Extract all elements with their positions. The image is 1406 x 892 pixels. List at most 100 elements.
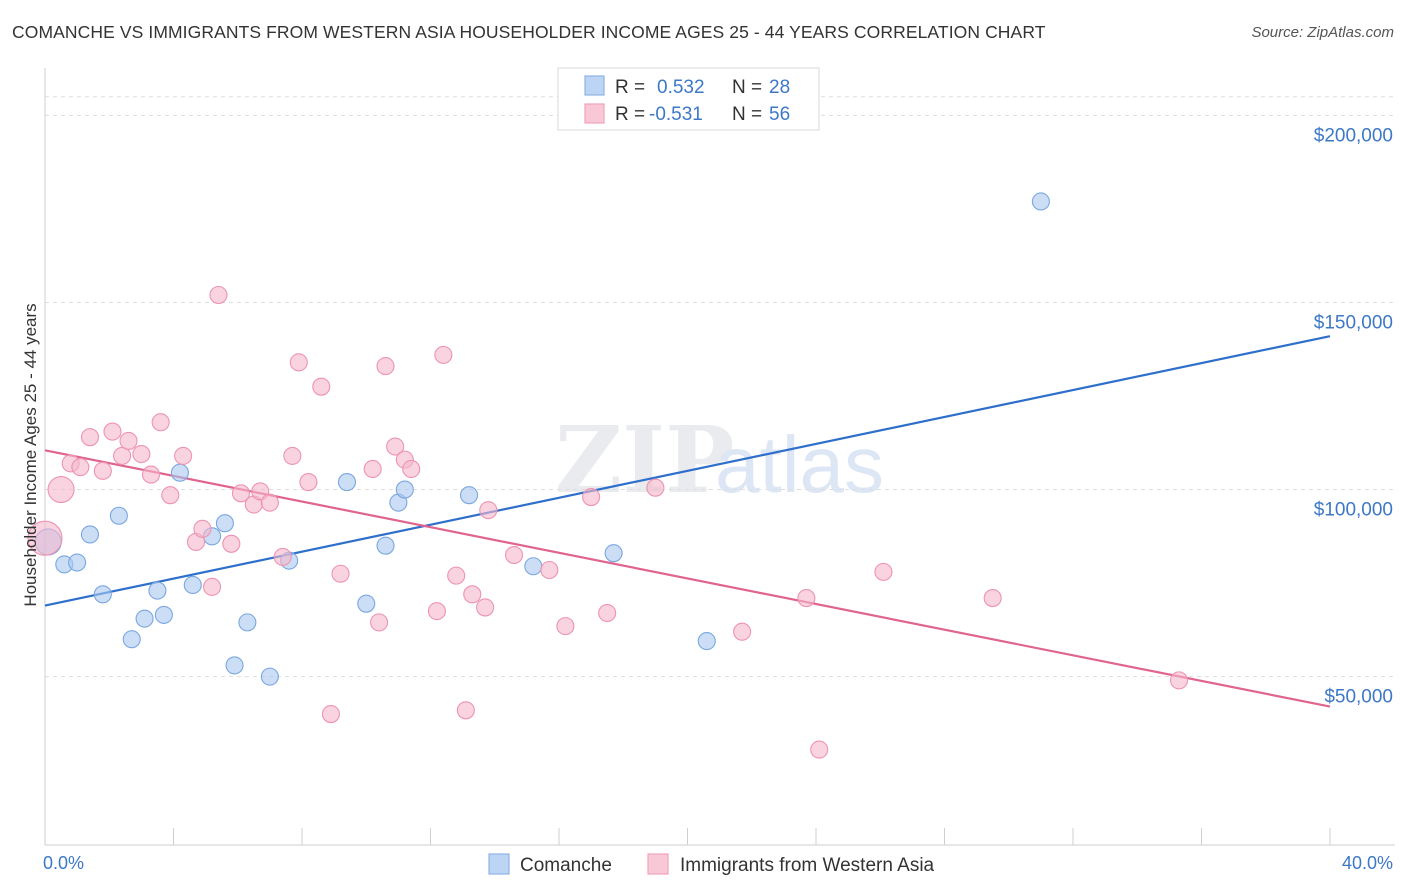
point-western-asia-41 (476, 598, 495, 617)
bottom-legend-swatch-western-asia (647, 853, 669, 875)
point-comanche-8 (148, 581, 167, 600)
point-western-asia-38 (447, 566, 466, 585)
y-tick-label-50000: $50,000 (1324, 687, 1393, 708)
point-western-asia-7 (113, 446, 132, 465)
point-comanche-18 (337, 473, 357, 492)
point-western-asia-17 (209, 285, 228, 305)
point-western-asia-23 (273, 547, 292, 566)
x-tick-label-max: 40.0% (1342, 853, 1393, 873)
point-comanche-11 (183, 575, 202, 595)
point-western-asia-54 (1169, 671, 1189, 690)
point-western-asia-25 (289, 353, 308, 372)
point-western-asia-44 (540, 560, 559, 580)
bottom-legend-label-western-asia: Immigrants from Western Asia (680, 855, 935, 876)
point-western-asia-51 (810, 740, 829, 759)
point-western-asia-48 (646, 478, 665, 497)
point-western-asia-35 (402, 459, 421, 479)
point-western-asia-46 (582, 487, 601, 507)
point-comanche-3 (80, 525, 100, 544)
point-western-asia-11 (151, 413, 170, 432)
point-western-asia-32 (376, 357, 395, 376)
x-tick-label-min: 0.0% (43, 853, 84, 873)
point-western-asia-8 (119, 431, 138, 450)
point-comanche-27 (1031, 192, 1050, 211)
point-comanche-19 (357, 594, 376, 613)
point-western-asia-50 (797, 589, 816, 608)
point-western-asia-26 (299, 473, 318, 492)
watermark-zip: ZIP (555, 406, 734, 514)
point-western-asia-39 (456, 701, 475, 720)
legend-r-label-1: R = (615, 104, 645, 125)
point-western-asia-49 (733, 622, 752, 641)
point-western-asia-4 (80, 428, 100, 447)
point-comanche-22 (395, 480, 414, 499)
point-western-asia-45 (556, 617, 575, 636)
legend-swatch-comanche (584, 75, 605, 96)
bottom-legend-swatch-comanche (488, 853, 510, 875)
point-comanche-7 (135, 609, 154, 628)
point-western-asia-15 (193, 519, 212, 538)
point-comanche-24 (524, 557, 543, 576)
point-comanche-4 (93, 585, 112, 604)
top-legend: R = 0.532 N = 28 R = -0.531 N = 56 (557, 67, 820, 131)
legend-swatch-western-asia (584, 103, 605, 124)
point-western-asia-24 (283, 446, 302, 465)
point-western-asia-33 (386, 437, 405, 456)
legend-n-value-1: 56 (769, 104, 790, 125)
point-comanche-23 (459, 486, 479, 505)
legend-r-value-0: 0.532 (657, 77, 705, 98)
gridlines (45, 96, 1395, 678)
y-tick-label-100000: $100,000 (1314, 500, 1393, 521)
trend-lines (44, 335, 1331, 708)
point-western-asia-10 (141, 465, 161, 484)
point-comanche-25 (604, 544, 623, 563)
legend-n-label-0: N = (732, 77, 762, 98)
legend-r-value-1: -0.531 (649, 104, 703, 125)
point-comanche-10 (170, 463, 189, 482)
point-western-asia-28 (321, 704, 340, 724)
y-tick-label-150000: $150,000 (1314, 312, 1393, 333)
point-western-asia-29 (331, 564, 350, 583)
y-tick-label-200000: $200,000 (1314, 125, 1393, 146)
bottom-legend: Comanche Immigrants from Western Asia (488, 853, 935, 876)
legend-n-label-1: N = (732, 104, 762, 125)
point-western-asia-12 (161, 486, 180, 505)
point-western-asia-52 (874, 562, 893, 581)
axes (44, 68, 1395, 846)
point-western-asia-0 (27, 520, 63, 556)
point-western-asia-47 (598, 603, 617, 623)
point-western-asia-36 (427, 602, 446, 621)
point-comanche-16 (260, 667, 279, 686)
point-western-asia-1 (47, 476, 75, 504)
point-western-asia-13 (174, 446, 193, 465)
point-western-asia-19 (231, 484, 251, 503)
scatter-points (27, 192, 1189, 759)
point-western-asia-27 (312, 377, 331, 396)
point-western-asia-9 (132, 444, 151, 464)
point-comanche-2 (68, 553, 87, 572)
bottom-legend-label-comanche: Comanche (520, 855, 612, 876)
point-comanche-20 (376, 536, 395, 555)
point-western-asia-18 (222, 534, 241, 553)
y-tick-labels: $50,000 $100,000 $150,000 $200,000 (1314, 125, 1393, 707)
point-western-asia-53 (983, 589, 1002, 608)
point-comanche-9 (154, 605, 173, 624)
y-axis-label: Householder Income Ages 25 - 44 years (21, 303, 40, 606)
point-western-asia-31 (370, 613, 389, 632)
legend-r-label-0: R = (615, 77, 645, 98)
point-comanche-6 (122, 630, 141, 649)
chart-title: COMANCHE VS IMMIGRANTS FROM WESTERN ASIA… (12, 22, 1046, 42)
source-label: Source: ZipAtlas.com (1251, 24, 1394, 41)
point-western-asia-6 (103, 422, 122, 441)
legend-n-value-0: 28 (769, 77, 790, 98)
point-comanche-26 (697, 632, 716, 651)
point-western-asia-3 (71, 458, 90, 477)
point-western-asia-40 (463, 585, 482, 604)
point-comanche-14 (225, 656, 244, 675)
point-comanche-5 (109, 506, 128, 525)
point-comanche-13 (215, 514, 234, 533)
watermark-atlas: atlas (715, 420, 884, 509)
point-western-asia-37 (434, 345, 453, 364)
point-western-asia-43 (504, 545, 524, 565)
